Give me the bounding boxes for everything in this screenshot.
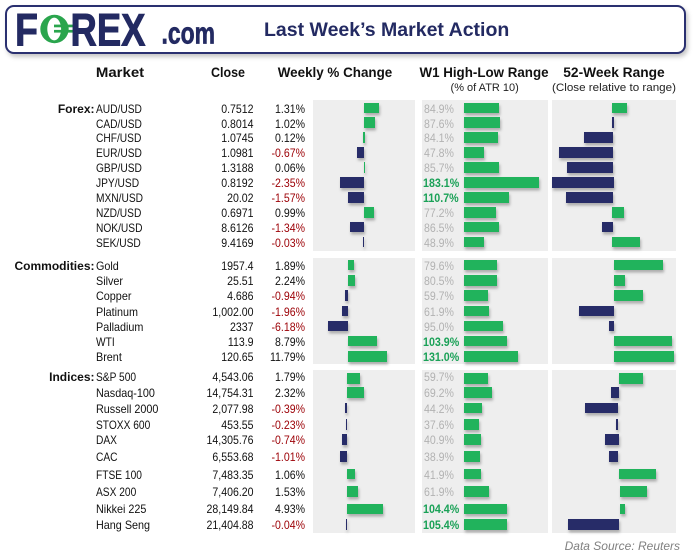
svg-text:REX: REX [71,5,146,56]
svg-text:.com: .com [162,16,216,51]
svg-text:F: F [15,5,38,56]
